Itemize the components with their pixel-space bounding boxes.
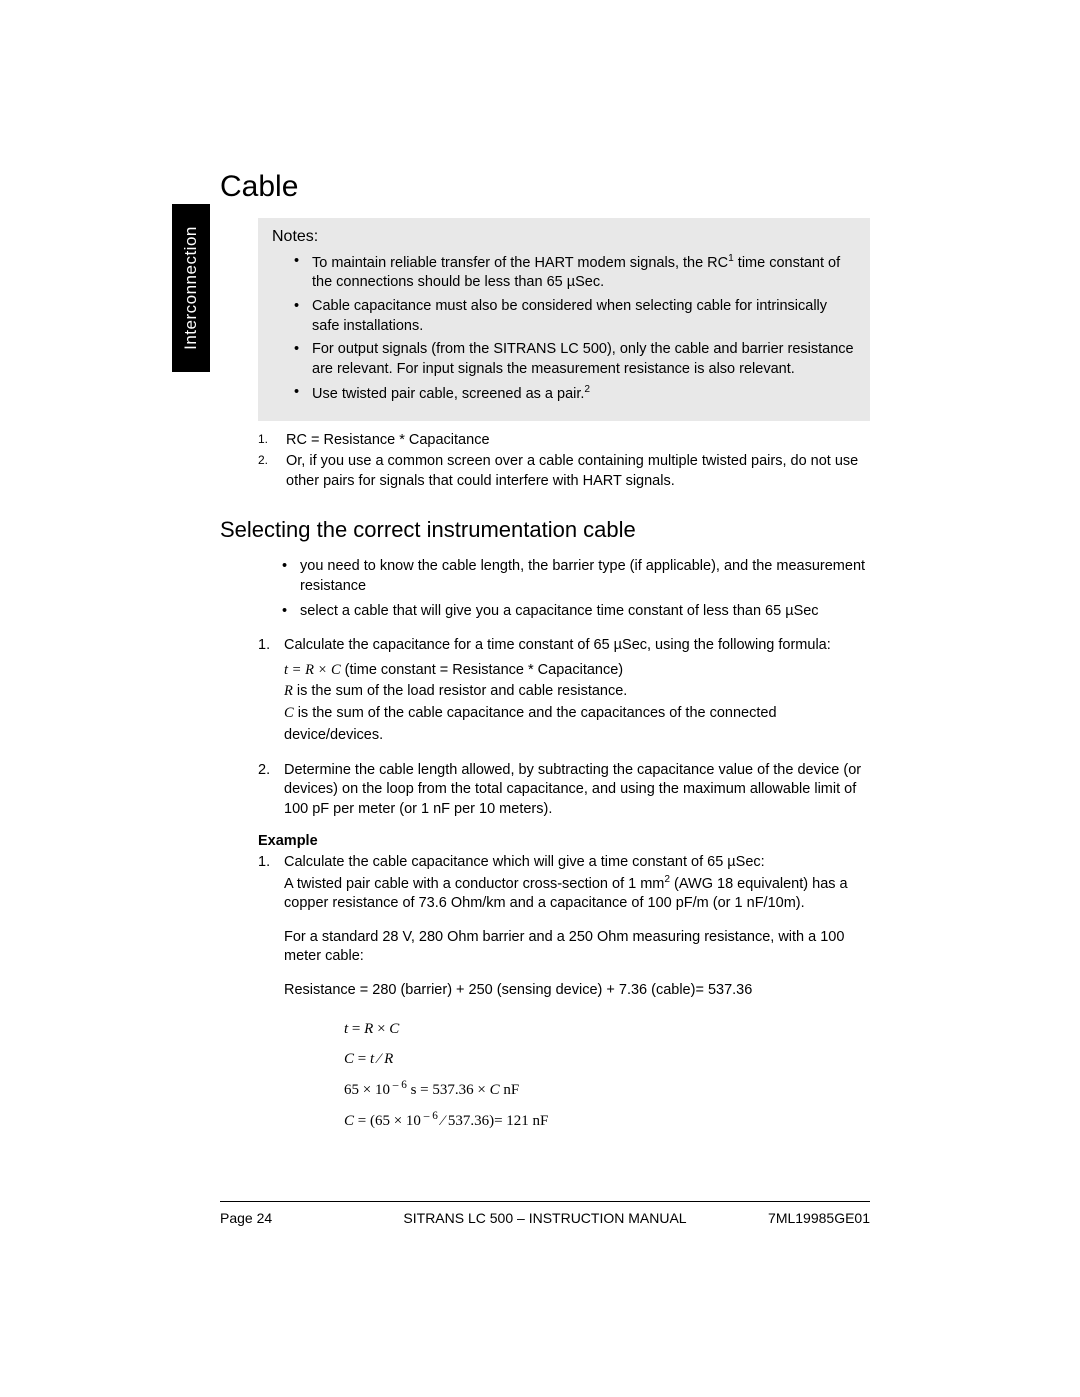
bullet-item: select a cable that will give you a capa…	[282, 602, 870, 622]
math-row: t = R × C	[344, 1014, 870, 1044]
notes-box: Notes: To maintain reliable transfer of …	[258, 218, 870, 421]
notes-item: To maintain reliable transfer of the HAR…	[294, 252, 856, 293]
pre-bullets: you need to know the cable length, the b…	[282, 557, 870, 622]
example-header: Example	[258, 833, 870, 849]
notes-item: Use twisted pair cable, screened as a pa…	[294, 383, 856, 404]
notes-list: To maintain reliable transfer of the HAR…	[272, 252, 856, 405]
footer-page: Page 24	[220, 1210, 272, 1226]
numbered-steps: 1. Calculate the capacitance for a time …	[258, 636, 870, 819]
footer-docid: 7ML19985GE01	[768, 1210, 870, 1226]
math-row: 65 × 10 – 6 s = 537.36 × C nF	[344, 1074, 870, 1105]
page-footer: Page 24 SITRANS LC 500 – INSTRUCTION MAN…	[220, 1201, 870, 1226]
example-block: 1. Calculate the cable capacitance which…	[258, 853, 870, 1136]
math-row: C = (65 × 10 – 6 ⁄ 537.36)= 121 nF	[344, 1105, 870, 1136]
side-tab: Interconnection	[172, 204, 210, 372]
math-row: C = t ⁄ R	[344, 1044, 870, 1074]
step-2: 2. Determine the cable length allowed, b…	[258, 761, 870, 820]
step-1: 1. Calculate the capacitance for a time …	[258, 636, 870, 747]
math-block: t = R × C C = t ⁄ R 65 × 10 – 6 s = 537.…	[344, 1014, 870, 1136]
formula-block: t = R × C (time constant = Resistance * …	[284, 660, 870, 747]
heading-selecting: Selecting the correct instrumentation ca…	[220, 517, 870, 543]
footnote: 1. RC = Resistance * Capacitance	[258, 431, 870, 451]
side-tab-label: Interconnection	[181, 226, 201, 350]
footnote: 2. Or, if you use a common screen over a…	[258, 452, 870, 491]
notes-item: For output signals (from the SITRANS LC …	[294, 340, 856, 379]
bullet-item: you need to know the cable length, the b…	[282, 557, 870, 596]
footer-title: SITRANS LC 500 – INSTRUCTION MANUAL	[403, 1210, 686, 1226]
footnotes: 1. RC = Resistance * Capacitance 2. Or, …	[258, 431, 870, 492]
heading-cable: Cable	[220, 170, 870, 204]
notes-header: Notes:	[272, 228, 856, 246]
page-content: Cable Notes: To maintain reliable transf…	[220, 170, 870, 1136]
notes-item: Cable capacitance must also be considere…	[294, 297, 856, 336]
